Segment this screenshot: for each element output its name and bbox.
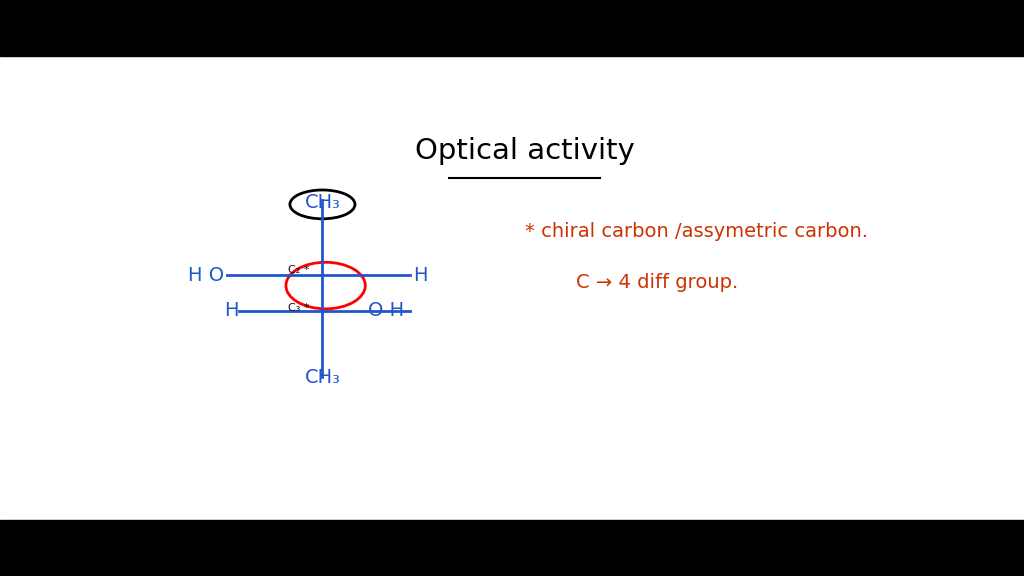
Text: H: H xyxy=(413,266,427,285)
Text: CH₃: CH₃ xyxy=(304,368,340,387)
Text: C → 4 diff group.: C → 4 diff group. xyxy=(577,272,738,291)
Text: C₃ *: C₃ * xyxy=(288,303,309,313)
Text: Optical activity: Optical activity xyxy=(415,137,635,165)
Text: * chiral carbon /assymetric carbon.: * chiral carbon /assymetric carbon. xyxy=(524,222,867,241)
Text: C₂ *: C₂ * xyxy=(288,264,309,275)
Text: H: H xyxy=(224,301,239,320)
Text: H O: H O xyxy=(187,266,224,285)
Text: O H: O H xyxy=(368,301,404,320)
Text: CH₃: CH₃ xyxy=(304,193,340,211)
